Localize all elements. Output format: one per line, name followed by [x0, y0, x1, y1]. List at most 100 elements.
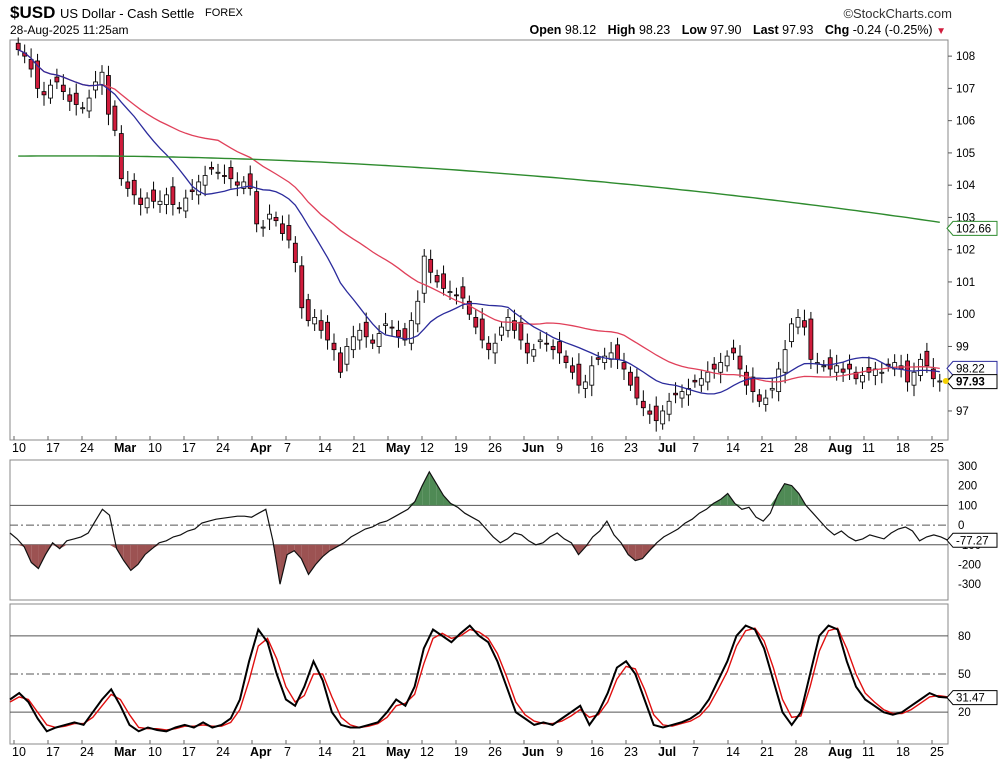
candle-body	[325, 321, 330, 341]
candle-body	[808, 318, 814, 360]
candle-body	[473, 317, 479, 328]
x-axis-top-tick-label: Aug	[828, 441, 852, 455]
x-axis-top-tick-label: Apr	[250, 441, 272, 455]
x-axis-bottom-tick-label: 14	[726, 745, 740, 759]
cci-negative-fill	[628, 544, 636, 561]
candle-body	[35, 60, 40, 89]
candle-body	[106, 75, 111, 115]
candle-body	[789, 323, 794, 343]
x-axis-bottom-tick-label: 17	[182, 745, 196, 759]
brand-logo[interactable]: ©StockCharts.com	[843, 6, 952, 21]
candle-body	[647, 410, 653, 415]
x-axis-top-tick-label: 7	[284, 441, 291, 455]
timestamp: 28-Aug-2025 11:25am	[10, 23, 129, 37]
cci-tick-label: 200	[958, 481, 977, 493]
candle-body	[234, 181, 240, 186]
candle-body	[164, 194, 169, 205]
cci-negative-fill	[123, 544, 131, 571]
candle-body	[679, 391, 685, 399]
instrument-name: US Dollar - Cash Settle	[60, 6, 195, 21]
cci-negative-fill	[635, 544, 643, 561]
price-tick-label: 97	[956, 406, 969, 418]
x-axis-top-tick-label: 11	[862, 441, 875, 455]
candle-body	[428, 258, 434, 273]
candle-body	[769, 387, 775, 391]
candle-body	[860, 375, 865, 383]
x-axis-top-tick-label: 26	[488, 441, 502, 455]
candle-body	[756, 394, 762, 402]
candle-body	[705, 371, 711, 383]
candle-body	[911, 371, 917, 386]
candle-body	[589, 365, 595, 386]
candle-body	[241, 181, 247, 189]
candle-body	[73, 92, 79, 105]
candle-body	[202, 175, 208, 186]
candle-body	[537, 339, 543, 343]
cci-tick-label: -300	[958, 579, 981, 591]
candle-body	[363, 321, 369, 338]
low-label: Low	[681, 23, 707, 37]
candle-body	[176, 207, 182, 210]
x-axis-bottom-tick-label: 24	[216, 745, 230, 759]
candle-body	[595, 357, 601, 360]
stoch-tick-label: 80	[958, 631, 971, 643]
price-tick-label: 102	[956, 245, 975, 257]
candle-body	[795, 317, 801, 328]
candle-body	[112, 105, 118, 131]
candle-body	[492, 342, 498, 354]
price-tick-label: 106	[956, 116, 975, 128]
x-axis-top-tick-label: 17	[182, 441, 196, 455]
candle-body	[628, 371, 633, 386]
candle-body	[454, 294, 459, 297]
x-axis-bottom-tick-label: 19	[454, 745, 468, 759]
open-label: Open	[529, 23, 562, 37]
candle-body	[686, 387, 691, 396]
x-axis-bottom-tick-label: 12	[420, 745, 434, 759]
x-axis-top-tick-label: 21	[352, 441, 366, 455]
candle-body	[396, 329, 401, 338]
candle-body	[254, 191, 260, 225]
candle-body	[209, 167, 214, 170]
candle-body	[802, 320, 807, 328]
last-value: 97.93	[782, 23, 814, 37]
cci-negative-fill	[45, 544, 53, 555]
x-axis-bottom-tick-label: 17	[46, 745, 60, 759]
candle-body	[99, 71, 105, 86]
x-axis-bottom-tick-label: Aug	[828, 745, 852, 759]
ma20-value-tag: 98.22	[946, 360, 998, 376]
cci-negative-fill	[642, 544, 650, 559]
candle-body	[505, 317, 511, 331]
candle-body	[576, 363, 582, 386]
high-value: 98.23	[638, 23, 671, 37]
candle-body	[512, 320, 517, 331]
candle-body	[138, 197, 144, 205]
candle-body	[280, 223, 285, 234]
x-axis-top-tick-label: 19	[454, 441, 468, 455]
cci-negative-fill	[294, 544, 302, 559]
chg-value: -0.24 (-0.25%)	[852, 23, 933, 37]
down-arrow-icon: ▼	[936, 26, 946, 37]
cci-negative-fill	[315, 544, 323, 565]
candle-body	[550, 346, 556, 351]
x-axis-bottom-tick-label: Jun	[522, 745, 544, 759]
svg-text:97.93: 97.93	[956, 377, 985, 389]
candle-body	[312, 317, 318, 325]
cci-tick-label: 100	[958, 500, 977, 512]
candle-body	[434, 275, 440, 283]
x-axis-bottom-tick-label: Mar	[114, 745, 136, 759]
candle-body	[660, 410, 666, 425]
candle-body	[41, 91, 47, 96]
candle-body	[383, 323, 388, 326]
candle-body	[389, 326, 395, 329]
quote-bar: Open 98.12 High 98.23 Low 97.90 Last 97.…	[529, 23, 946, 37]
candle-body	[570, 365, 575, 373]
last-price-dot	[942, 377, 949, 384]
candle-body	[834, 365, 840, 373]
x-axis-top-tick-label: 16	[590, 441, 604, 455]
candle-body	[357, 329, 363, 341]
ma200-value-tag: 102.66	[946, 220, 998, 236]
x-axis-bottom-tick-label: Jul	[658, 745, 676, 759]
candle-body	[666, 400, 672, 415]
candle-body	[170, 186, 176, 205]
